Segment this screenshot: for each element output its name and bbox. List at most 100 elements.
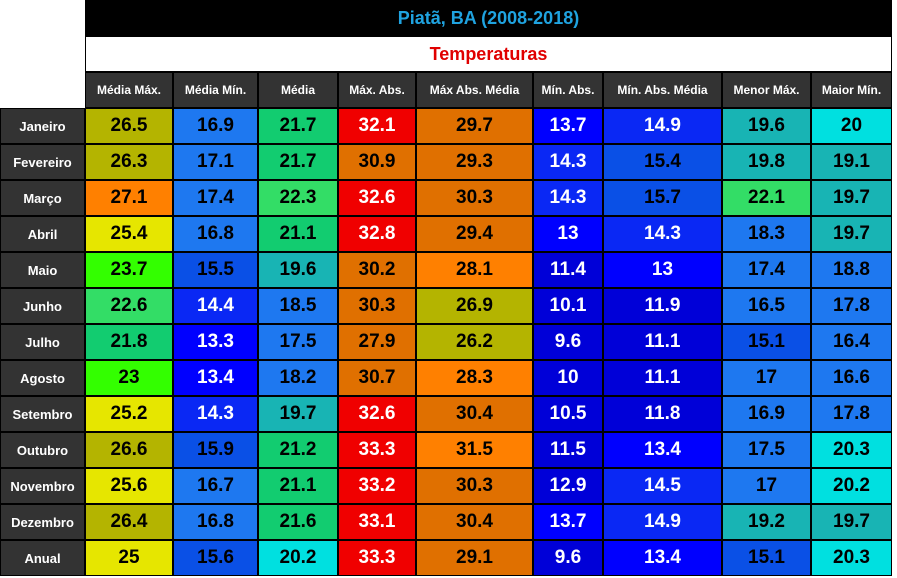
value-cell: 16.6 — [811, 360, 892, 396]
value-cell: 20.3 — [811, 432, 892, 468]
value-cell: 14.3 — [603, 216, 722, 252]
row-header: Abril — [0, 216, 85, 252]
row-header: Maio — [0, 252, 85, 288]
row-header: Junho — [0, 288, 85, 324]
value-cell: 26.2 — [416, 324, 533, 360]
value-cell: 26.5 — [85, 108, 173, 144]
value-cell: 16.4 — [811, 324, 892, 360]
value-cell: 22.6 — [85, 288, 173, 324]
value-cell: 17.4 — [173, 180, 258, 216]
value-cell: 27.1 — [85, 180, 173, 216]
value-cell: 17.5 — [722, 432, 811, 468]
row-header: Dezembro — [0, 504, 85, 540]
value-cell: 28.1 — [416, 252, 533, 288]
column-header: Mín. Abs. Média — [603, 72, 722, 108]
value-cell: 30.4 — [416, 504, 533, 540]
value-cell: 15.6 — [173, 540, 258, 576]
value-cell: 19.7 — [811, 180, 892, 216]
value-cell: 21.8 — [85, 324, 173, 360]
value-cell: 32.6 — [338, 180, 416, 216]
value-cell: 17 — [722, 468, 811, 504]
value-cell: 23 — [85, 360, 173, 396]
value-cell: 26.4 — [85, 504, 173, 540]
value-cell: 12.9 — [533, 468, 603, 504]
value-cell: 20.2 — [258, 540, 338, 576]
value-cell: 26.9 — [416, 288, 533, 324]
table-title: Piatã, BA (2008-2018) — [85, 0, 892, 36]
value-cell: 10 — [533, 360, 603, 396]
value-cell: 19.7 — [811, 216, 892, 252]
row-header: Setembro — [0, 396, 85, 432]
value-cell: 15.1 — [722, 540, 811, 576]
value-cell: 25.2 — [85, 396, 173, 432]
row-header: Janeiro — [0, 108, 85, 144]
value-cell: 9.6 — [533, 324, 603, 360]
value-cell: 23.7 — [85, 252, 173, 288]
value-cell: 13.4 — [173, 360, 258, 396]
value-cell: 16.5 — [722, 288, 811, 324]
value-cell: 30.4 — [416, 396, 533, 432]
value-cell: 15.7 — [603, 180, 722, 216]
column-header: Maior Mín. — [811, 72, 892, 108]
value-cell: 33.3 — [338, 540, 416, 576]
value-cell: 18.5 — [258, 288, 338, 324]
value-cell: 19.8 — [722, 144, 811, 180]
value-cell: 21.2 — [258, 432, 338, 468]
value-cell: 14.9 — [603, 504, 722, 540]
value-cell: 21.7 — [258, 108, 338, 144]
value-cell: 22.1 — [722, 180, 811, 216]
value-cell: 10.1 — [533, 288, 603, 324]
row-header: Fevereiro — [0, 144, 85, 180]
value-cell: 29.3 — [416, 144, 533, 180]
value-cell: 30.3 — [338, 288, 416, 324]
column-header: Média — [258, 72, 338, 108]
value-cell: 14.3 — [533, 180, 603, 216]
value-cell: 9.6 — [533, 540, 603, 576]
value-cell: 19.1 — [811, 144, 892, 180]
value-cell: 13.7 — [533, 504, 603, 540]
value-cell: 30.3 — [416, 468, 533, 504]
value-cell: 20 — [811, 108, 892, 144]
value-cell: 15.4 — [603, 144, 722, 180]
value-cell: 14.4 — [173, 288, 258, 324]
value-cell: 17.1 — [173, 144, 258, 180]
value-cell: 25 — [85, 540, 173, 576]
value-cell: 15.9 — [173, 432, 258, 468]
value-cell: 30.9 — [338, 144, 416, 180]
value-cell: 32.6 — [338, 396, 416, 432]
value-cell: 21.1 — [258, 216, 338, 252]
value-cell: 33.1 — [338, 504, 416, 540]
value-cell: 17.4 — [722, 252, 811, 288]
row-header: Novembro — [0, 468, 85, 504]
value-cell: 13.3 — [173, 324, 258, 360]
value-cell: 33.3 — [338, 432, 416, 468]
value-cell: 28.3 — [416, 360, 533, 396]
value-cell: 32.1 — [338, 108, 416, 144]
value-cell: 18.8 — [811, 252, 892, 288]
value-cell: 16.9 — [722, 396, 811, 432]
value-cell: 31.5 — [416, 432, 533, 468]
value-cell: 16.7 — [173, 468, 258, 504]
column-header: Menor Máx. — [722, 72, 811, 108]
row-header: Julho — [0, 324, 85, 360]
value-cell: 10.5 — [533, 396, 603, 432]
column-header: Máx Abs. Média — [416, 72, 533, 108]
row-header: Anual — [0, 540, 85, 576]
column-header: Média Máx. — [85, 72, 173, 108]
column-header: Média Mín. — [173, 72, 258, 108]
value-cell: 11.8 — [603, 396, 722, 432]
value-cell: 14.3 — [173, 396, 258, 432]
value-cell: 16.8 — [173, 504, 258, 540]
value-cell: 13.4 — [603, 432, 722, 468]
value-cell: 11.4 — [533, 252, 603, 288]
value-cell: 14.9 — [603, 108, 722, 144]
value-cell: 30.3 — [416, 180, 533, 216]
value-cell: 26.3 — [85, 144, 173, 180]
value-cell: 30.2 — [338, 252, 416, 288]
value-cell: 16.9 — [173, 108, 258, 144]
value-cell: 19.7 — [811, 504, 892, 540]
value-cell: 15.1 — [722, 324, 811, 360]
value-cell: 21.7 — [258, 144, 338, 180]
value-cell: 15.5 — [173, 252, 258, 288]
